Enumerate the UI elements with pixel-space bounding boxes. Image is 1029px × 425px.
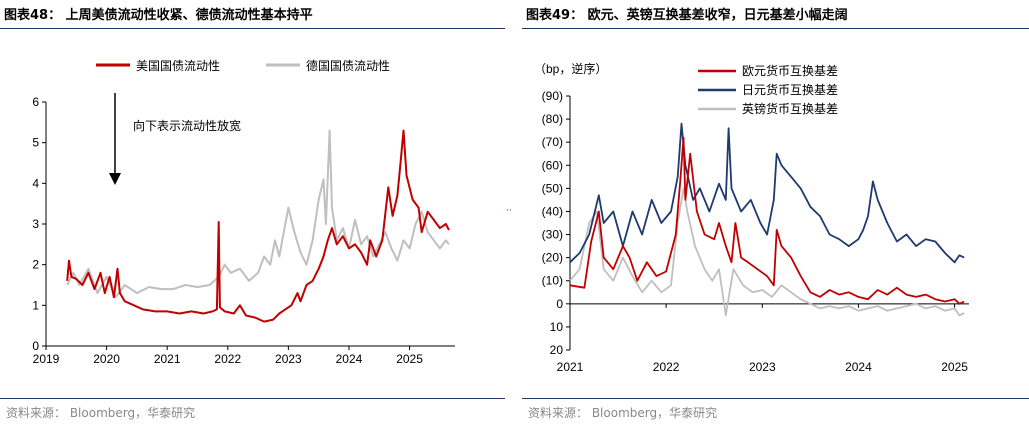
- legend-label-jpy: 日元货币互换基差: [742, 82, 838, 97]
- y-tick-label: (40): [542, 204, 563, 218]
- legend-label-de: 德国国债流动性: [306, 58, 390, 73]
- y-tick-label: 4: [32, 176, 39, 190]
- y-tick-label: 0: [556, 297, 563, 311]
- x-tick-label: 2021: [557, 360, 584, 374]
- series-line: [569, 187, 965, 317]
- y-tick-label: (80): [542, 112, 563, 126]
- y-tick-label: (70): [542, 135, 563, 149]
- x-tick-label: 2023: [275, 352, 302, 366]
- left-title-rule: [0, 28, 505, 29]
- right-y-unit-label: （bp，逆序）: [534, 61, 607, 76]
- y-tick-label: 20: [550, 343, 564, 357]
- right-source-rule: [522, 398, 1029, 399]
- x-tick-label: 2025: [396, 352, 423, 366]
- y-tick-label: 3: [32, 217, 39, 231]
- y-tick-label: 1: [32, 298, 39, 312]
- y-tick-label: (20): [542, 251, 563, 265]
- annotation-arrowhead: [109, 173, 121, 185]
- y-tick-label: (30): [542, 228, 563, 242]
- y-tick-label: (50): [542, 181, 563, 195]
- left-chart-svg: 美国国债流动性 德国国债流动性 向下表示流动性放宽 0 1 2 3 4 5 6 2019 202…: [32, 58, 455, 366]
- x-tick-label: 2023: [749, 360, 776, 374]
- x-tick-label: 2019: [33, 352, 60, 366]
- right-chart-panel: 图表49： 欧元、英镑互换基差收窄，日元基差小幅走阔 （bp，逆序） 欧元货币互…: [522, 0, 1029, 425]
- y-tick-label: (60): [542, 158, 563, 172]
- y-tick-label: (90): [542, 89, 563, 103]
- left-source: 资料来源： Bloomberg，华泰研究: [6, 406, 196, 420]
- right-chart-svg: （bp，逆序） 欧元货币互换基差 日元货币互换基差 英镑货币互换基差 (90) (…: [534, 61, 969, 374]
- series-line: [66, 129, 450, 323]
- legend-label-eur: 欧元货币互换基差: [742, 63, 838, 78]
- left-chart-panel: 图表48： 上周美债流动性收紧、德债流动性基本持平 美国国债流动性 德国国债流动…: [0, 0, 505, 425]
- x-tick-label: 2024: [845, 360, 872, 374]
- right-chart-title: 图表49： 欧元、英镑互换基差收窄，日元基差小幅走阔: [526, 8, 848, 23]
- right-title-rule: [522, 28, 1029, 29]
- y-tick-label: 6: [32, 95, 39, 109]
- y-tick-label: 2: [32, 258, 39, 272]
- separator-dots: ··: [506, 206, 512, 216]
- legend-label-us: 美国国债流动性: [136, 59, 220, 73]
- y-tick-label: 0: [32, 339, 39, 353]
- x-tick-label: 2020: [93, 352, 120, 366]
- left-chart-title: 图表48： 上周美债流动性收紧、德债流动性基本持平: [4, 8, 313, 23]
- series-line: [569, 122, 965, 264]
- y-tick-label: (10): [542, 274, 563, 288]
- x-tick-label: 2024: [336, 352, 363, 366]
- y-tick-label: 10: [550, 320, 564, 334]
- annotation-text: 向下表示流动性放宽: [133, 118, 241, 133]
- series-line: [66, 129, 450, 299]
- right-source: 资料来源： Bloomberg，华泰研究: [528, 406, 718, 420]
- x-tick-label: 2025: [941, 360, 968, 374]
- x-tick-label: 2022: [653, 360, 680, 374]
- series-line: [569, 136, 965, 305]
- y-tick-label: 5: [32, 136, 39, 150]
- x-tick-label: 2022: [214, 352, 241, 366]
- legend-label-gbp: 英镑货币互换基差: [742, 101, 838, 116]
- left-source-rule: [0, 398, 505, 399]
- x-tick-label: 2021: [154, 352, 181, 366]
